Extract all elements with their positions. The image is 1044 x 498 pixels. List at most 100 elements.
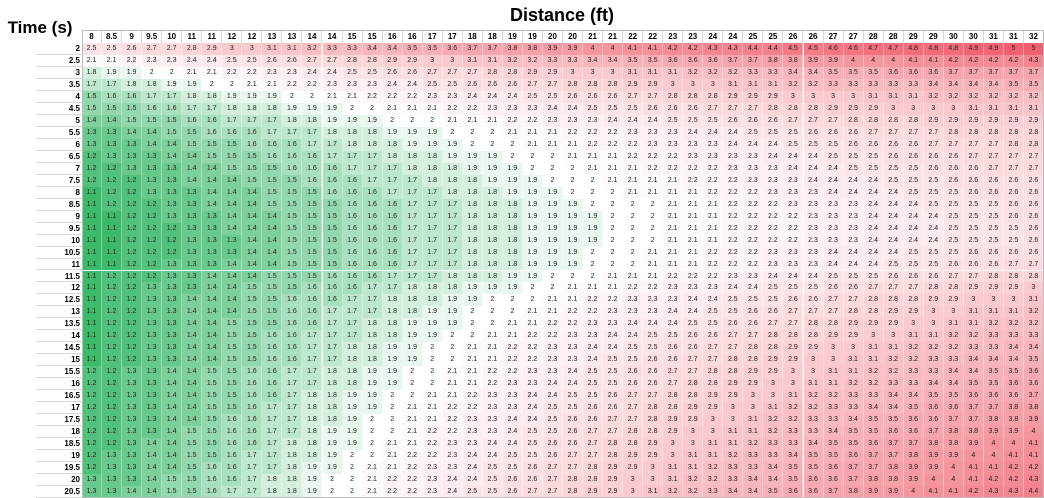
heatmap-cell: 3.7 <box>983 66 1004 79</box>
heatmap-cell: 3.2 <box>803 78 824 91</box>
column-axis-title: Distance (ft) <box>509 5 614 25</box>
heatmap-cell: 2.4 <box>563 102 584 115</box>
heatmap-cell: 1.4 <box>222 270 243 283</box>
heatmap-cell: 1.5 <box>262 162 283 175</box>
heatmap-cell: 3.3 <box>823 78 844 91</box>
heatmap-cell: 1.8 <box>202 90 223 103</box>
heatmap-cell: 2.2 <box>703 186 724 199</box>
heatmap-cell: 1.6 <box>262 150 283 163</box>
heatmap-cell: 2.6 <box>923 270 944 283</box>
column-header: 28 <box>884 30 904 43</box>
column-header: 21 <box>603 30 624 43</box>
heatmap-cell: 1.5 <box>242 282 263 295</box>
heatmap-cell: 1.2 <box>142 270 163 283</box>
heatmap-cell: 1.3 <box>182 258 203 271</box>
heatmap-cell: 1.7 <box>362 174 383 187</box>
heatmap-cell: 2.5 <box>843 270 864 283</box>
heatmap-cell: 2.2 <box>222 66 243 79</box>
heatmap-cell: 2.7 <box>903 126 924 139</box>
heatmap-cell: 1.3 <box>182 198 203 211</box>
heatmap-cell: 1.1 <box>102 210 123 223</box>
heatmap-cell: 1.9 <box>482 150 503 163</box>
heatmap-cell: 1.1 <box>82 222 103 235</box>
heatmap-cell: 2.5 <box>222 54 243 67</box>
heatmap-cell: 2.4 <box>883 234 904 247</box>
heatmap-cell: 2.2 <box>743 258 764 271</box>
row-header: 17.5 <box>36 414 82 427</box>
heatmap-cell: 1.6 <box>382 258 403 271</box>
heatmap-cell: 1.9 <box>583 210 604 223</box>
row-header: 20 <box>36 474 82 487</box>
heatmap-cell: 2.4 <box>462 90 483 103</box>
heatmap-cell: 3.6 <box>883 66 904 79</box>
heatmap-cell: 2.3 <box>843 234 864 247</box>
heatmap-cell: 3.6 <box>903 66 924 79</box>
heatmap-cell: 2.6 <box>983 174 1004 187</box>
heatmap-cell: 2.5 <box>743 126 764 139</box>
heatmap-cell: 3 <box>683 78 704 91</box>
heatmap-cell: 2.4 <box>723 126 744 139</box>
heatmap-cell: 2 <box>583 198 604 211</box>
heatmap-cell: 2.1 <box>603 174 624 187</box>
heatmap-cell: 3 <box>242 43 263 55</box>
heatmap-cell: 3.1 <box>282 43 303 55</box>
heatmap-cell: 1.7 <box>322 150 343 163</box>
heatmap-cell: 2.7 <box>1003 258 1024 271</box>
heatmap-cell: 1.5 <box>322 258 343 271</box>
heatmap-cell: 2.8 <box>342 54 363 67</box>
heatmap-cell: 2.1 <box>683 234 704 247</box>
heatmap-cell: 1.4 <box>182 150 203 163</box>
heatmap-cell: 1.3 <box>182 270 203 283</box>
heatmap-cell: 2.1 <box>382 102 403 115</box>
column-header: 22 <box>643 30 664 43</box>
heatmap-cell: 2.5 <box>1003 222 1024 235</box>
heatmap-cell: 2.1 <box>522 138 543 151</box>
heatmap-cell: 2.6 <box>1003 246 1024 259</box>
heatmap-cell: 1.3 <box>182 210 203 223</box>
heatmap-cell: 2.1 <box>102 54 123 67</box>
heatmap-cell: 1.9 <box>563 222 584 235</box>
heatmap-cell: 1.8 <box>462 186 483 199</box>
heatmap-cell: 1.6 <box>282 138 303 151</box>
heatmap-cell: 2 <box>162 66 183 79</box>
heatmap-cell: 2.4 <box>823 258 844 271</box>
heatmap-cell: 1.2 <box>122 174 143 187</box>
heatmap-cell: 1.5 <box>202 138 223 151</box>
heatmap-cell: 1.1 <box>82 186 103 199</box>
heatmap-cell: 2.5 <box>943 246 964 259</box>
heatmap-cell: 2.6 <box>943 174 964 187</box>
heatmap-cell: 2.3 <box>843 198 864 211</box>
heatmap-cell: 1.7 <box>382 174 403 187</box>
heatmap-cell: 1.7 <box>322 138 343 151</box>
column-header: 22 <box>623 30 644 43</box>
heatmap-cell: 2.2 <box>623 138 644 151</box>
heatmap-cell: 2.6 <box>883 138 904 151</box>
heatmap-cell: 1.8 <box>462 246 483 259</box>
heatmap-cell: 1.7 <box>402 222 423 235</box>
heatmap-cell: 2.1 <box>482 114 503 127</box>
heatmap-cell: 1.7 <box>382 186 403 199</box>
heatmap-cell: 1.2 <box>162 246 183 259</box>
heatmap-cell: 1.9 <box>422 126 443 139</box>
heatmap-cell: 3.5 <box>402 43 423 55</box>
heatmap-cell: 2.8 <box>903 114 924 127</box>
heatmap-cell: 2.4 <box>182 54 203 67</box>
heatmap-cell: 2.5 <box>883 258 904 271</box>
heatmap-cell: 1.8 <box>462 210 483 223</box>
column-header: 19 <box>523 30 543 43</box>
heatmap-cell: 2.9 <box>743 90 764 103</box>
column-header: 8.5 <box>102 30 123 43</box>
heatmap-cell: 1.2 <box>102 186 123 199</box>
heatmap-cell: 1.5 <box>322 246 343 259</box>
heatmap-cell: 2.9 <box>623 78 644 91</box>
heatmap-cell: 2.3 <box>663 126 684 139</box>
heatmap-cell: 2.6 <box>563 90 584 103</box>
heatmap-cell: 1.4 <box>142 126 163 139</box>
heatmap-cell: 2.3 <box>703 138 724 151</box>
heatmap-cell: 1.8 <box>262 102 283 115</box>
heatmap-cell: 2.5 <box>663 114 684 127</box>
heatmap-cell: 2.2 <box>783 234 804 247</box>
heatmap-cell: 3.8 <box>783 54 804 67</box>
heatmap-cell: 1.9 <box>102 66 123 79</box>
heatmap-cell: 1.4 <box>262 234 283 247</box>
